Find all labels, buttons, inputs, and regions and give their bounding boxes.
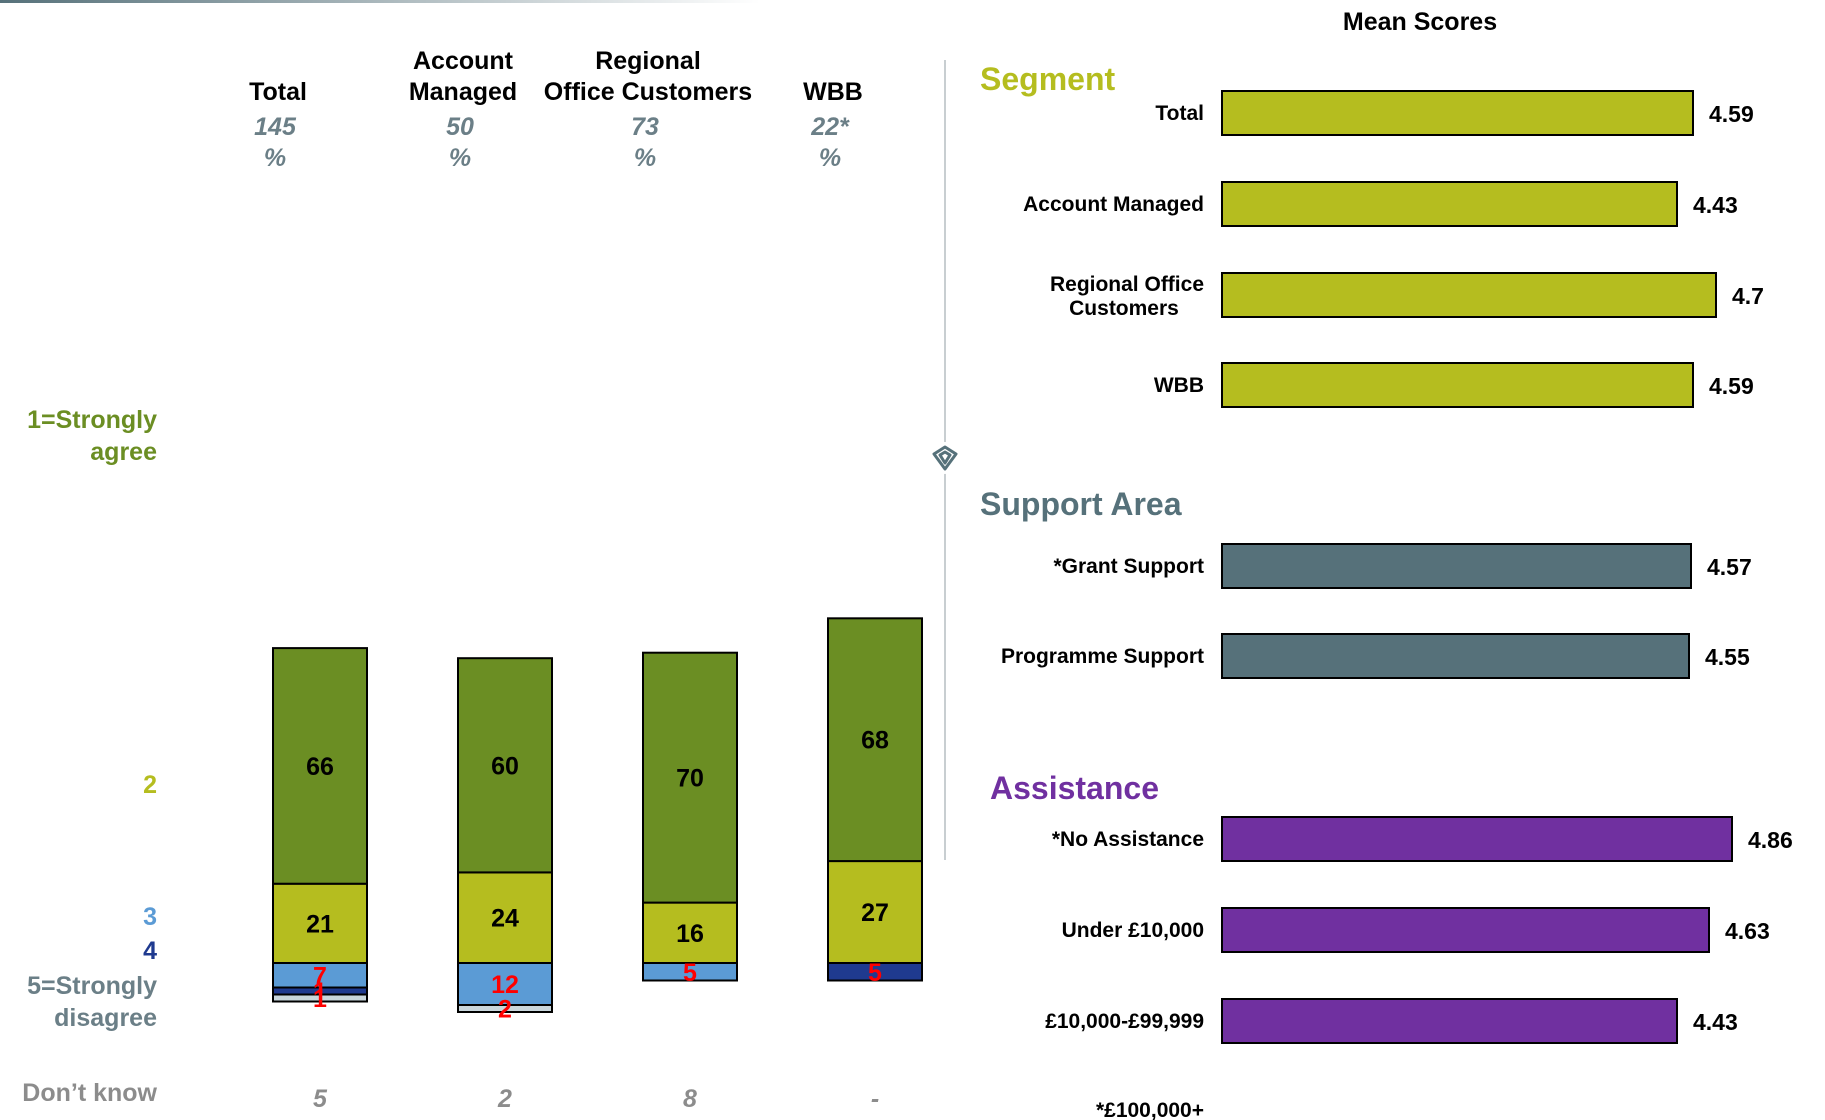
mean-value-label: 4.43 — [1693, 192, 1738, 218]
column-header: WBB — [803, 78, 863, 106]
dont-know-value: - — [871, 1085, 879, 1113]
mean-bar — [1221, 907, 1710, 953]
mean-value-label: 4.57 — [1707, 554, 1752, 580]
category-label: *Grant Support — [1054, 555, 1205, 578]
column-header: Total — [249, 78, 307, 106]
mean-bar — [1221, 272, 1717, 318]
group-title: Support Area — [980, 486, 1182, 522]
mean-bar — [1221, 816, 1733, 862]
column-unit: % — [634, 144, 656, 172]
column-unit: % — [264, 144, 286, 172]
group-assistance: Assistance *No Assistance 4.86 Under £10,00… — [990, 770, 1793, 1120]
mean-value-label: 4.59 — [1709, 101, 1754, 127]
legend-label-3: 3 — [143, 903, 157, 931]
stacked-bar-chart: 1=Strongly agree 2 3 4 5=Strongly disagree Don’… — [22, 47, 923, 1113]
data-label-2: 16 — [676, 920, 704, 948]
mean-bar — [1221, 998, 1678, 1044]
mean-value-label: 4.59 — [1709, 373, 1754, 399]
data-label-3: 12 — [491, 971, 519, 999]
category-label: Account Managed — [1023, 193, 1204, 216]
column-base: 50 — [446, 113, 474, 141]
legend-label-5: 5=Strongly disagree — [27, 972, 157, 1032]
column-unit: % — [819, 144, 841, 172]
category-label: £10,000-£99,999 — [1045, 1010, 1204, 1033]
bar-segment-1 — [827, 617, 923, 863]
data-label-2: 21 — [306, 910, 334, 938]
bar-segment-3 — [272, 962, 368, 989]
group-segment: Segment Total 4.59 Account Managed 4.43 Regio… — [980, 61, 1764, 408]
data-label-1: 66 — [306, 753, 334, 781]
category-label: WBB — [1154, 374, 1204, 397]
top-rule — [0, 0, 760, 3]
data-label-3: 7 — [313, 962, 327, 990]
data-label-1: 68 — [861, 727, 889, 755]
bar-segment-1 — [457, 657, 553, 874]
mean-scores-title: Mean Scores — [1343, 8, 1497, 36]
bar-segment-2 — [272, 882, 368, 964]
mean-scores-chart: Segment Total 4.59 Account Managed 4.43 Regio… — [980, 61, 1793, 1120]
legend-label-1: 1=Strongly agree — [27, 406, 157, 466]
group-support-area: Support Area *Grant Support 4.57 Programme … — [980, 486, 1752, 679]
column-3: Regional Office Customers 73% 16 70 5 8 — [544, 47, 752, 1113]
group-title: Assistance — [990, 770, 1159, 806]
category-label: Under £10,000 — [1062, 919, 1204, 942]
category-label: *£100,000+ — [1096, 1099, 1204, 1120]
dont-know-value: 8 — [683, 1085, 697, 1113]
data-label-5: 2 — [498, 996, 512, 1024]
bar-segment-2 — [642, 901, 738, 964]
data-label-2: 27 — [861, 899, 889, 927]
mean-value-label: 4.7 — [1732, 283, 1764, 309]
bar-segment-3 — [642, 962, 738, 982]
data-label-2: 24 — [491, 905, 519, 933]
bar-segment-5 — [272, 993, 368, 1003]
divider-emblem-icon — [929, 442, 961, 474]
category-label: *No Assistance — [1052, 828, 1204, 851]
dont-know-label: Don’t know — [22, 1079, 157, 1107]
dont-know-value: 5 — [313, 1085, 328, 1113]
legend-label-2: 2 — [143, 771, 157, 799]
bar-segment-4 — [827, 962, 923, 982]
column-base: 22* — [810, 113, 850, 141]
bar-segment-1 — [642, 651, 738, 904]
column-base: 73 — [631, 113, 659, 141]
bar-segment-3 — [457, 962, 553, 1006]
column-4: WBB 22*% 27 68 5 - — [803, 78, 923, 1113]
category-label: Regional Office Customers — [1050, 273, 1204, 320]
column-header: Regional Office Customers — [544, 47, 752, 106]
mean-bar — [1221, 181, 1678, 227]
category-label: Programme Support — [1001, 645, 1204, 668]
data-label-1: 60 — [491, 752, 519, 780]
dont-know-value: 2 — [497, 1085, 512, 1113]
data-label-1: 70 — [676, 765, 704, 793]
mean-bar — [1221, 543, 1692, 589]
mean-value-label: 4.86 — [1748, 827, 1793, 853]
data-label-3: 5 — [683, 959, 697, 987]
column-unit: % — [449, 144, 471, 172]
category-label: Total — [1155, 102, 1204, 125]
column-header: Account Managed — [409, 47, 517, 106]
bar-segment-2 — [827, 860, 923, 965]
mean-bar — [1221, 633, 1690, 679]
mean-value-label: 4.63 — [1725, 918, 1770, 944]
data-label-5: 1 — [313, 985, 327, 1013]
legend-label-4: 4 — [143, 937, 157, 965]
bar-segment-1 — [272, 647, 368, 885]
mean-value-label: 4.43 — [1693, 1009, 1738, 1035]
mean-value-label: 4.55 — [1705, 644, 1750, 670]
mean-bar — [1221, 362, 1694, 408]
mean-bar — [1221, 90, 1694, 136]
column-base: 145 — [254, 113, 297, 141]
group-title: Segment — [980, 61, 1115, 97]
data-label-4: 5 — [868, 959, 882, 987]
bar-segment-5 — [457, 1004, 553, 1013]
